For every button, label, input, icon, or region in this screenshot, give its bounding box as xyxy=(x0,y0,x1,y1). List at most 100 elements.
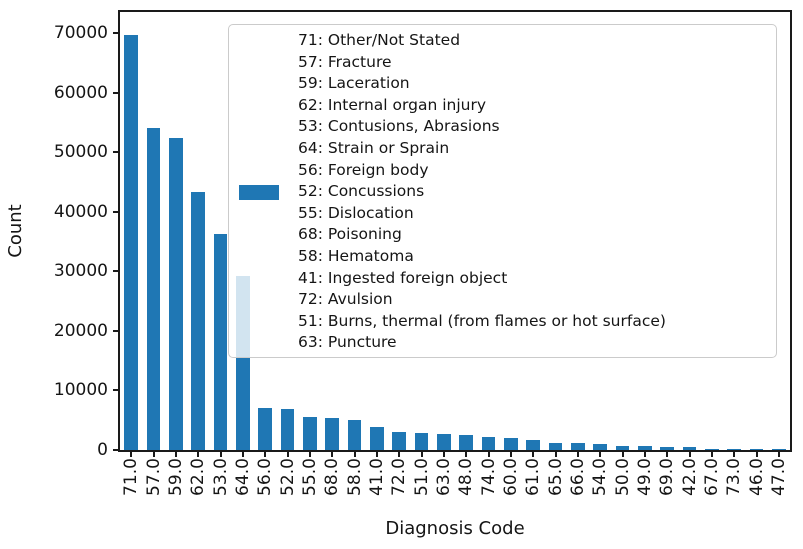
legend-entry: 57: Fracture xyxy=(298,52,392,71)
legend: 71: Other/Not Stated 57: Fracture 59: Lace… xyxy=(228,24,777,358)
bar-67.0 xyxy=(705,448,719,450)
bar-63.0 xyxy=(437,433,451,450)
legend-entry: 59: Laceration xyxy=(298,74,410,93)
x-tick-label: 73.0 xyxy=(724,458,745,496)
x-tick xyxy=(286,452,289,457)
x-tick xyxy=(308,452,311,457)
bar-58.0 xyxy=(347,420,362,450)
legend-entry: 62: Internal organ injury xyxy=(298,95,487,114)
x-tick xyxy=(264,452,267,457)
x-tick xyxy=(755,452,758,457)
plot-area xyxy=(120,12,790,450)
x-tick xyxy=(576,452,579,457)
y-tick xyxy=(113,91,119,94)
x-tick xyxy=(174,452,177,457)
x-tick xyxy=(152,452,155,457)
right-spine xyxy=(790,10,792,452)
x-tick-label: 53.0 xyxy=(210,458,231,496)
legend-swatch xyxy=(239,184,279,200)
x-tick-label: 49.0 xyxy=(634,458,655,496)
top-spine xyxy=(118,10,792,12)
x-tick-label: 47.0 xyxy=(768,458,789,496)
legend-entry: 68: Poisoning xyxy=(298,225,402,244)
bar-50.0 xyxy=(615,445,630,450)
y-tick-label: 30000 xyxy=(53,261,108,282)
x-axis-line xyxy=(118,450,792,452)
legend-entries: 71: Other/Not Stated 57: Fracture 59: Lace… xyxy=(298,30,776,354)
bar-53.0 xyxy=(213,233,228,450)
x-tick-label: 57.0 xyxy=(143,458,164,496)
bar-52.0 xyxy=(280,408,295,450)
bar-57.0 xyxy=(146,127,161,450)
bar-66.0 xyxy=(571,443,585,450)
x-tick-label: 54.0 xyxy=(590,458,611,496)
legend-entry: 64: Strain or Sprain xyxy=(298,138,450,157)
x-tick xyxy=(710,452,713,457)
x-tick xyxy=(688,452,691,457)
x-tick-label: 56.0 xyxy=(255,458,276,496)
y-tick xyxy=(113,32,119,35)
x-tick xyxy=(442,452,445,457)
x-tick-label: 59.0 xyxy=(165,458,186,496)
legend-entry: 53: Contusions, Abrasions xyxy=(298,117,500,136)
x-tick-label: 55.0 xyxy=(299,458,320,496)
x-tick xyxy=(509,452,512,457)
y-tick xyxy=(113,389,119,392)
y-tick xyxy=(113,151,119,154)
bar-65.0 xyxy=(548,442,563,450)
x-tick xyxy=(420,452,423,457)
x-tick-label: 68.0 xyxy=(322,458,343,496)
bar-62.0 xyxy=(191,192,205,450)
bar-60.0 xyxy=(504,438,518,450)
y-tick-label: 20000 xyxy=(53,320,108,341)
x-tick xyxy=(398,452,401,457)
x-tick xyxy=(241,452,244,457)
bar-47.0 xyxy=(772,449,786,450)
x-tick-label: 67.0 xyxy=(701,458,722,496)
x-tick-label: 72.0 xyxy=(389,458,410,496)
x-tick-label: 48.0 xyxy=(456,458,477,496)
x-tick xyxy=(487,452,490,457)
x-tick-label: 42.0 xyxy=(679,458,700,496)
x-tick-label: 60.0 xyxy=(500,458,521,496)
x-tick-label: 71.0 xyxy=(121,458,142,496)
bar-51.0 xyxy=(414,433,429,450)
x-tick-label: 58.0 xyxy=(344,458,365,496)
y-tick-label: 60000 xyxy=(53,82,108,103)
x-tick xyxy=(666,452,669,457)
bar-59.0 xyxy=(169,138,183,450)
bar-49.0 xyxy=(638,446,652,450)
y-tick-label: 40000 xyxy=(53,201,108,222)
y-tick-label: 10000 xyxy=(53,380,108,401)
x-tick xyxy=(599,452,602,457)
x-tick-label: 64.0 xyxy=(232,458,253,496)
bar-42.0 xyxy=(682,447,697,450)
legend-entry: 58: Hematoma xyxy=(298,246,414,265)
legend-entry: 72: Avulsion xyxy=(298,290,393,309)
x-tick-label: 65.0 xyxy=(545,458,566,496)
bar-54.0 xyxy=(593,444,607,450)
y-tick xyxy=(113,449,119,451)
x-tick-label: 52.0 xyxy=(277,458,298,496)
bar-73.0 xyxy=(727,448,741,450)
x-tick xyxy=(643,452,646,457)
bar-68.0 xyxy=(325,418,339,450)
x-tick-label: 66.0 xyxy=(567,458,588,496)
x-tick xyxy=(733,452,736,457)
legend-entry: 63: Puncture xyxy=(298,333,397,352)
y-tick-label: 50000 xyxy=(53,142,108,163)
bar-56.0 xyxy=(258,407,272,450)
y-tick xyxy=(113,329,119,332)
x-tick xyxy=(465,452,468,457)
y-axis-title: Count xyxy=(5,204,26,258)
x-tick xyxy=(353,452,356,457)
x-axis-title: Diagnosis Code xyxy=(385,518,525,539)
x-tick xyxy=(375,452,378,457)
bar-46.0 xyxy=(749,449,764,450)
bar-41.0 xyxy=(370,427,384,450)
x-tick xyxy=(130,452,133,457)
legend-entry: 71: Other/Not Stated xyxy=(298,31,461,49)
x-tick xyxy=(777,452,780,457)
x-tick xyxy=(197,452,200,457)
legend-entry: 56: Foreign body xyxy=(298,160,429,179)
